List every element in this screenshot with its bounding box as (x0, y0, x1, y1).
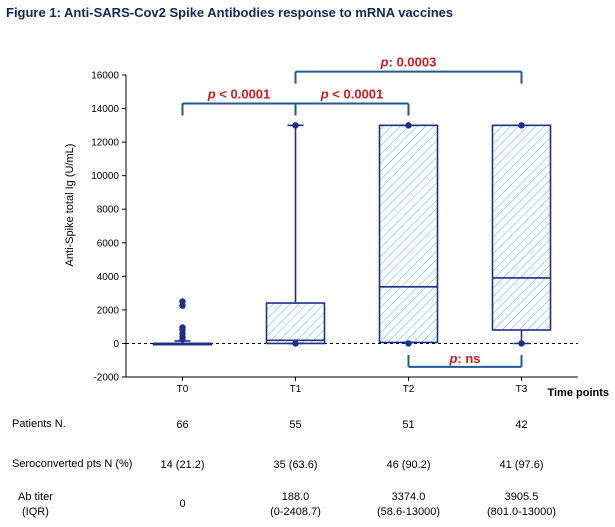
outlier-point (518, 122, 525, 129)
p-symbol: p (380, 55, 389, 70)
table-row-label: Patients N. (12, 418, 66, 430)
comparison-bracket: p < 0.0001 (294, 87, 410, 116)
table-cell: 35 (63.6) (273, 459, 318, 471)
table-row-label: Ab titer (IQR) (18, 490, 53, 520)
box-t3 (491, 122, 552, 347)
y-tick-label: -2000 (93, 373, 119, 384)
box-t0 (152, 298, 213, 346)
table-cell-line: (801.0-13000) (486, 506, 557, 518)
table-cell-line: 3374.0 (391, 491, 426, 503)
table-cell-line: 3905.5 (504, 491, 539, 503)
table-cell: 188.0 (0-2408.7) (241, 490, 351, 520)
y-tick-label: 4000 (97, 272, 120, 283)
table-cell: 14 (21.2) (160, 459, 205, 471)
x-tick-label: T2 (403, 384, 415, 395)
table-cell: 0 (128, 497, 238, 512)
box-t1 (265, 122, 326, 347)
p-symbol: p (448, 351, 457, 366)
x-tick-label: T1 (290, 384, 302, 395)
box-iqr (378, 124, 439, 344)
table-row-label: Seroconverted pts N (%) (12, 458, 133, 470)
table-cell: 3905.5 (801.0-13000) (467, 490, 577, 520)
y-tick-label: 14000 (91, 104, 119, 115)
comparison-bracket: p: ns (407, 351, 523, 368)
table-cell: 41 (97.6) (499, 459, 544, 471)
table-cell-line: (0-2408.7) (270, 506, 321, 518)
y-tick-label: 8000 (97, 205, 120, 216)
y-tick-label: 10000 (91, 171, 119, 182)
comparison-bracket: p < 0.0001 (181, 87, 297, 116)
row-label-line: Ab titer (18, 491, 53, 503)
table-cell: 3374.0 (58.6-13000) (354, 490, 464, 520)
row-label-line: (IQR) (21, 506, 49, 518)
table-cell: 66 (176, 419, 189, 431)
table-cell-line: 0 (179, 498, 186, 510)
box-plot: -2000 0 2000 4000 6000 8000 10000 12000 14000 160… (64, 55, 609, 399)
outlier-point (405, 122, 412, 129)
p-symbol: p (207, 87, 216, 102)
x-tick-label: T0 (177, 384, 189, 395)
outlier-point (292, 340, 299, 347)
p-value-text: < 0.0001 (329, 87, 384, 102)
table-cell: 46 (90.2) (386, 459, 431, 471)
outlier-point (179, 336, 186, 343)
p-value-text: : 0.0003 (389, 55, 437, 70)
figure-title: Figure 1: Anti-SARS-Cov2 Spike Antibodie… (6, 5, 454, 20)
p-value-label: p < 0.0001 (207, 87, 271, 102)
outlier-point (292, 122, 299, 129)
box-t2 (378, 122, 439, 347)
p-value-label: p: ns (448, 351, 480, 366)
p-value-text: : ns (457, 351, 480, 366)
p-value-label: p: 0.0003 (380, 55, 437, 70)
p-symbol: p (320, 87, 329, 102)
table-cell: 55 (289, 419, 302, 431)
y-tick-label: 16000 (91, 71, 119, 82)
p-value-label: p < 0.0001 (320, 87, 384, 102)
table-cell: 51 (402, 419, 415, 431)
outlier-point (179, 302, 186, 309)
outlier-point (405, 340, 412, 347)
outlier-point (518, 340, 525, 347)
table-cell-line: 188.0 (281, 491, 310, 503)
table-cell-line: (58.6-13000) (377, 506, 440, 518)
box-iqr (265, 302, 326, 345)
x-axis-label: Time points (547, 387, 609, 399)
y-tick-label: 6000 (97, 238, 120, 249)
y-tick-label: 0 (113, 339, 119, 350)
comparison-bracket: p: 0.0003 (294, 55, 523, 84)
x-tick-label: T3 (516, 384, 528, 395)
p-value-text: < 0.0001 (216, 87, 271, 102)
table-cell: 42 (515, 419, 528, 431)
y-tick-label: 2000 (97, 305, 120, 316)
y-axis-label: Anti-Spike total Ig (U/mL) (64, 144, 76, 267)
y-tick-label: 12000 (91, 138, 119, 149)
box-iqr (491, 124, 552, 331)
